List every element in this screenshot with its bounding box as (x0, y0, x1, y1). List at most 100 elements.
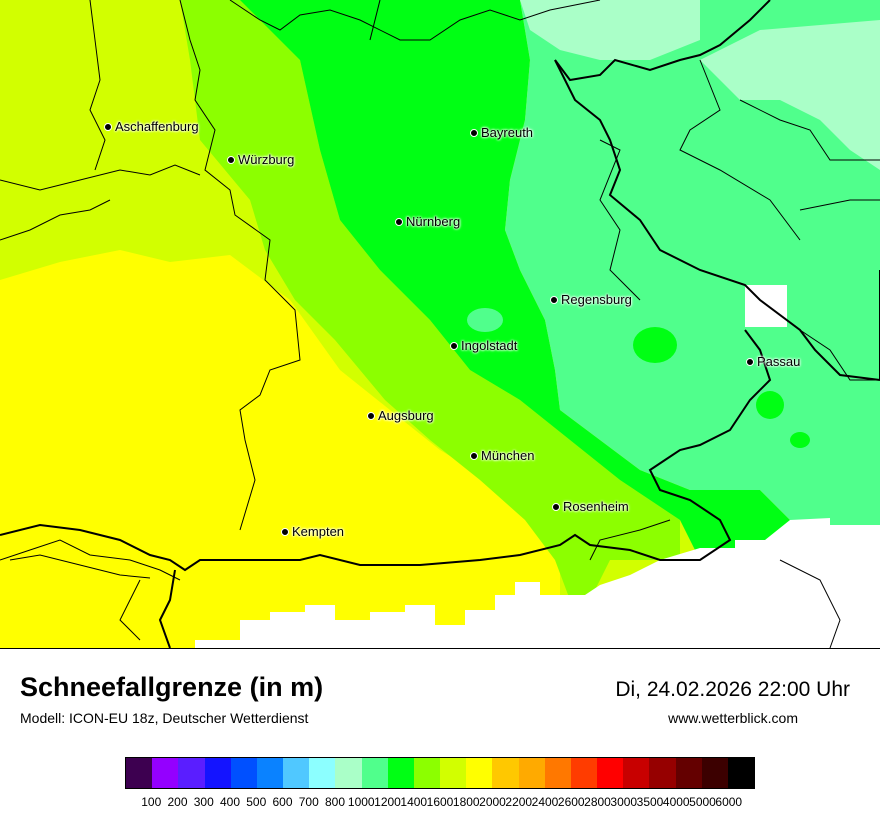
legend-tick-label: 2200 (505, 795, 533, 809)
legend-tick-label: 5000 (689, 795, 716, 809)
legend-swatch (649, 758, 676, 788)
city-marker-icon (470, 128, 478, 137)
city-kempten: Kempten (281, 524, 344, 539)
legend-ticks: 100 200 300 400 500 600 700 800 1000 1200 1400 1600… (125, 795, 755, 811)
legend-tick-label: 1600 (426, 795, 454, 809)
legend-tick-label: 2800 (584, 795, 611, 809)
legend-swatch (283, 758, 310, 788)
map-layers (0, 0, 880, 648)
legend-swatch (597, 758, 624, 788)
city-aschaffenburg: Aschaffenburg (104, 119, 199, 134)
city-marker-icon (550, 295, 558, 304)
city-label: Ingolstadt (461, 338, 518, 353)
legend-tick-label: 200 (167, 795, 188, 809)
legend-swatch (178, 758, 205, 788)
legend-tick-label: 2000 (479, 795, 506, 809)
legend-tick-label: 1000 (347, 795, 375, 809)
city-nürnberg: Nürnberg (395, 214, 460, 229)
city-marker-icon (552, 502, 560, 511)
zone-2000 (0, 250, 560, 648)
patch (467, 308, 503, 332)
legend-tick-label: 1800 (452, 795, 480, 809)
city-label: Nürnberg (406, 214, 461, 229)
country-borders (0, 0, 880, 648)
city-marker-icon (281, 527, 289, 536)
legend-tick-label: 1400 (400, 795, 428, 809)
legend-tick-label: 600 (272, 795, 293, 809)
city-münchen: München (470, 448, 534, 463)
legend-swatch (518, 758, 545, 788)
city-marker-icon (367, 411, 375, 420)
legend-swatch (126, 758, 153, 788)
forecast-datetime: Di, 24.02.2026 22:00 Uhr (615, 678, 850, 701)
legend-swatch (230, 758, 257, 788)
legend-tick-label: 2600 (557, 795, 585, 809)
city-marker-icon (450, 341, 458, 350)
city-ingolstadt: Ingolstadt (450, 338, 517, 353)
legend-tick-label: 1200 (374, 795, 401, 809)
city-marker-icon (470, 451, 478, 460)
city-label: Bayreuth (481, 125, 534, 140)
city-label: Würzburg (238, 152, 295, 167)
legend-swatch (361, 758, 388, 788)
legend-tick-label: 4000 (662, 795, 690, 809)
zone-1000-b (520, 0, 700, 60)
zone-1000 (700, 20, 880, 170)
city-label: Aschaffenburg (115, 119, 199, 134)
legend-swatch (701, 758, 728, 788)
legend-swatch (204, 758, 231, 788)
lake-shore (9, 554, 151, 579)
legend-tick-label: 3500 (636, 795, 664, 809)
white-area-alps (195, 518, 880, 648)
legend-swatch (492, 758, 519, 788)
city-marker-icon (104, 122, 112, 131)
patch (756, 391, 784, 419)
legend-tick-label: 100 (141, 795, 162, 809)
patch (633, 327, 677, 363)
legend-tick-label: 400 (219, 795, 241, 809)
legend-tick-label: 500 (246, 795, 267, 809)
legend-tick-label: 3000 (610, 795, 638, 809)
legend-swatch (570, 758, 598, 788)
zone-1200 (505, 0, 880, 540)
city-label: Rosenheim (563, 499, 629, 514)
legend-swatch (152, 758, 179, 788)
legend-swatch (440, 758, 467, 788)
legend-tick-label: 700 (298, 795, 319, 809)
zone-1400 (240, 0, 790, 560)
legend-swatch (727, 758, 755, 788)
legend-swatch (675, 758, 702, 788)
color-legend (125, 757, 755, 789)
city-rosenheim: Rosenheim (552, 499, 629, 514)
city-label: Passau (757, 354, 801, 369)
legend-swatch (335, 758, 362, 788)
zone-1600 (180, 0, 680, 600)
city-marker-icon (227, 155, 235, 164)
city-label: Kempten (292, 524, 345, 539)
patch (790, 432, 810, 448)
legend-swatch (544, 758, 571, 788)
legend-swatch (413, 758, 441, 788)
legend-tick-label: 800 (324, 795, 346, 809)
snowline-map[interactable]: Aschaffenburg Würzburg Bayreuth Nürnberg Reg… (0, 0, 880, 649)
city-regensburg: Regensburg (550, 292, 632, 307)
map-title: Schneefallgrenze (in m) (20, 672, 324, 702)
website-link[interactable]: www.wetterblick.com (668, 710, 798, 726)
city-label: Regensburg (561, 292, 632, 307)
legend-swatch (623, 758, 650, 788)
model-info: Modell: ICON-EU 18z, Deutscher Wetterdie… (20, 710, 309, 726)
city-passau: Passau (746, 354, 800, 369)
district-borders (0, 0, 880, 648)
legend-tick-label: 2400 (531, 795, 559, 809)
city-würzburg: Würzburg (227, 152, 294, 167)
legend-swatch (387, 758, 414, 788)
city-label: München (481, 448, 535, 463)
legend-tick-label: 6000 (715, 795, 743, 809)
legend-swatch (466, 758, 493, 788)
city-marker-icon (746, 357, 754, 366)
legend-swatch (256, 758, 284, 788)
city-augsburg: Augsburg (367, 408, 434, 423)
city-label: Augsburg (378, 408, 434, 423)
legend-tick-label: 300 (193, 795, 214, 809)
city-bayreuth: Bayreuth (470, 125, 533, 140)
